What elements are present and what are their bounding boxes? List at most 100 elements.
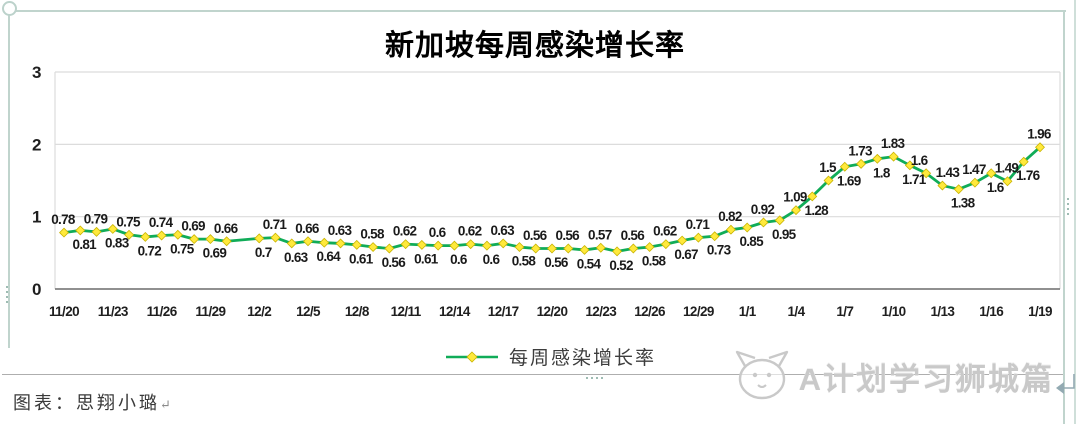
data-point-label: 0.95 xyxy=(772,227,797,242)
x-tick-label: 12/20 xyxy=(537,304,568,319)
x-tick-label: 12/8 xyxy=(345,304,370,319)
data-point-marker xyxy=(612,246,623,257)
data-point-label: 0.58 xyxy=(642,254,667,269)
data-point-marker xyxy=(709,231,720,242)
x-tick-label: 12/11 xyxy=(391,304,422,319)
selection-frame-top xyxy=(8,10,1066,12)
data-point-marker xyxy=(384,243,395,254)
data-point-label: 0.6 xyxy=(450,252,468,267)
data-point-label: 0.7 xyxy=(255,245,272,260)
data-point-marker xyxy=(595,242,606,253)
data-point-label: 0.54 xyxy=(577,256,602,271)
data-point-marker xyxy=(286,238,297,249)
data-point-label: 1.73 xyxy=(848,143,873,158)
data-point-marker xyxy=(872,153,883,164)
x-tick-label: 12/14 xyxy=(439,304,471,319)
data-point-label: 0.64 xyxy=(317,249,342,264)
x-tick-label: 12/26 xyxy=(634,304,666,319)
data-point-label: 1.69 xyxy=(837,173,861,188)
data-point-marker xyxy=(791,205,801,216)
x-tick-label: 1/4 xyxy=(788,304,806,319)
data-point-label: 0.83 xyxy=(105,235,130,250)
chart-title: 新加坡每周感染增长率 xyxy=(384,30,685,62)
data-point-marker xyxy=(742,222,753,233)
data-point-marker xyxy=(156,230,167,241)
caption: 图表：思翔小璐↵ xyxy=(13,389,171,415)
data-point-marker xyxy=(1018,156,1029,167)
selection-frame-left xyxy=(8,10,10,348)
selection-handle-right-middle[interactable] xyxy=(1067,198,1069,215)
data-point-marker xyxy=(628,243,639,254)
data-point-marker xyxy=(677,235,688,246)
data-point-marker xyxy=(1002,176,1013,187)
data-point-label: 1.71 xyxy=(902,172,927,187)
data-point-marker xyxy=(644,242,655,253)
resize-arrow-icon[interactable] xyxy=(1052,372,1078,396)
data-point-label: 0.56 xyxy=(523,228,548,243)
data-point-marker xyxy=(498,238,509,249)
data-point-marker xyxy=(856,158,867,169)
x-tick-label: 12/5 xyxy=(296,304,321,319)
data-point-label: 0.62 xyxy=(653,224,677,239)
data-point-marker xyxy=(449,240,460,251)
data-point-marker xyxy=(335,238,346,249)
legend-label: 每周感染增长率 xyxy=(508,347,656,369)
data-point-label: 0.56 xyxy=(621,228,646,243)
data-point-marker xyxy=(205,234,216,245)
selection-handle-top-left[interactable] xyxy=(2,1,17,16)
data-point-marker xyxy=(75,225,86,236)
data-point-marker xyxy=(514,242,525,253)
data-point-marker xyxy=(774,215,785,226)
data-point-marker xyxy=(124,229,135,240)
data-point-marker xyxy=(433,240,444,251)
data-point-label: 0.69 xyxy=(181,219,205,234)
data-point-marker xyxy=(547,243,557,254)
data-point-label: 0.6 xyxy=(429,225,447,240)
data-point-label: 0.58 xyxy=(512,254,537,269)
y-tick-label: 3 xyxy=(32,63,41,82)
x-tick-label: 1/13 xyxy=(930,304,955,319)
x-tick-label: 1/16 xyxy=(979,304,1004,319)
data-point-label: 1.47 xyxy=(962,162,986,177)
data-point-label: 0.52 xyxy=(609,258,633,273)
selection-handle-left-middle[interactable] xyxy=(6,286,8,303)
data-point-label: 0.62 xyxy=(393,224,417,239)
data-point-label: 1.83 xyxy=(881,136,906,151)
data-point-marker xyxy=(986,168,997,179)
data-point-marker xyxy=(368,242,379,253)
data-point-marker xyxy=(400,239,411,250)
data-point-label: 0.74 xyxy=(149,215,174,230)
data-point-marker xyxy=(823,175,834,186)
data-point-label: 0.69 xyxy=(203,246,227,261)
data-point-marker xyxy=(921,168,932,179)
data-point-marker xyxy=(59,227,69,238)
selection-handle-bottom-middle[interactable] xyxy=(586,377,603,379)
data-point-marker xyxy=(140,231,151,242)
data-point-label: 0.58 xyxy=(360,227,385,242)
caption-text: 图表：思翔小璐 xyxy=(13,393,160,414)
data-point-label: 0.67 xyxy=(674,247,698,262)
data-point-marker xyxy=(969,177,980,188)
data-point-marker xyxy=(91,226,102,237)
data-point-label: 0.57 xyxy=(588,227,612,242)
data-point-label: 0.62 xyxy=(458,224,482,239)
data-point-marker xyxy=(1035,142,1045,153)
x-tick-label: 1/7 xyxy=(836,304,853,319)
data-point-label: 1.49 xyxy=(995,161,1019,176)
data-point-label: 0.61 xyxy=(349,251,374,266)
x-tick-label: 1/1 xyxy=(739,304,757,319)
data-point-label: 0.61 xyxy=(414,251,439,266)
data-point-marker xyxy=(758,217,769,228)
x-tick-label: 11/26 xyxy=(147,304,178,319)
data-point-label: 0.66 xyxy=(214,221,239,236)
data-point-label: 1.28 xyxy=(805,203,830,218)
data-point-label: 0.56 xyxy=(382,255,407,270)
chart-legend: 每周感染增长率 xyxy=(0,343,1080,370)
x-tick-label: 12/17 xyxy=(488,304,519,319)
data-point-label: 1.76 xyxy=(1016,168,1041,183)
data-point-label: 0.82 xyxy=(718,209,742,224)
selection-frame-outer-right xyxy=(1074,0,1076,424)
data-point-label: 0.73 xyxy=(707,243,732,258)
data-point-marker xyxy=(839,161,850,172)
